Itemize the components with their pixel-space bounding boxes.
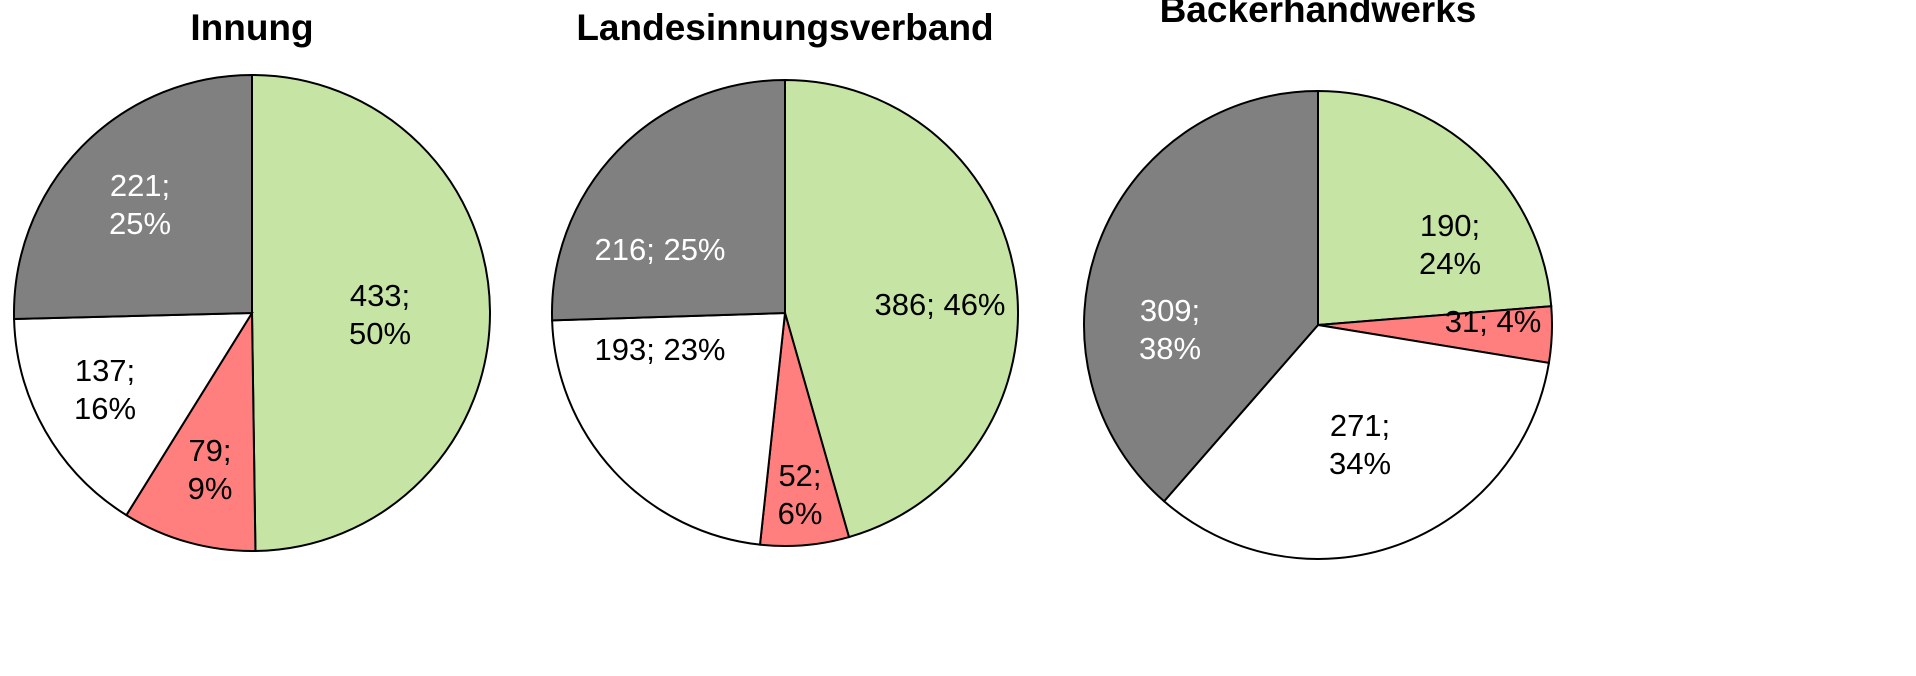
data-label: 79; 9% (187, 433, 233, 506)
chart-title: Landesinnungsverband (576, 7, 993, 48)
data-label: 271; 34% (1328, 408, 1392, 481)
chart-title: Bäckerhandwerks (1160, 0, 1477, 30)
data-label: 52; 6% (777, 458, 823, 531)
pie-slice (251, 73, 491, 552)
pie-slice (13, 311, 254, 517)
data-label: 221; 25% (108, 168, 172, 241)
data-label: 433; 50% (348, 278, 412, 351)
pie-slice (124, 309, 257, 552)
pie-slice (1162, 323, 1551, 560)
data-label: 309; 38% (1138, 293, 1202, 366)
pie-slice (13, 73, 253, 321)
pie-slice (1083, 89, 1319, 503)
data-label: 31; 4% (1444, 304, 1542, 339)
data-label: 193; 23% (594, 332, 726, 367)
pie-slice (551, 78, 786, 322)
data-label: 190; 24% (1418, 208, 1482, 281)
data-label: 386; 46% (874, 287, 1006, 322)
pie-slice (551, 311, 787, 546)
pie-slice (1317, 89, 1553, 327)
data-label: 216; 25% (594, 232, 726, 267)
pie-slice (784, 78, 1019, 539)
data-label: 137; 16% (73, 353, 137, 426)
chart-title: Innung (190, 7, 313, 48)
